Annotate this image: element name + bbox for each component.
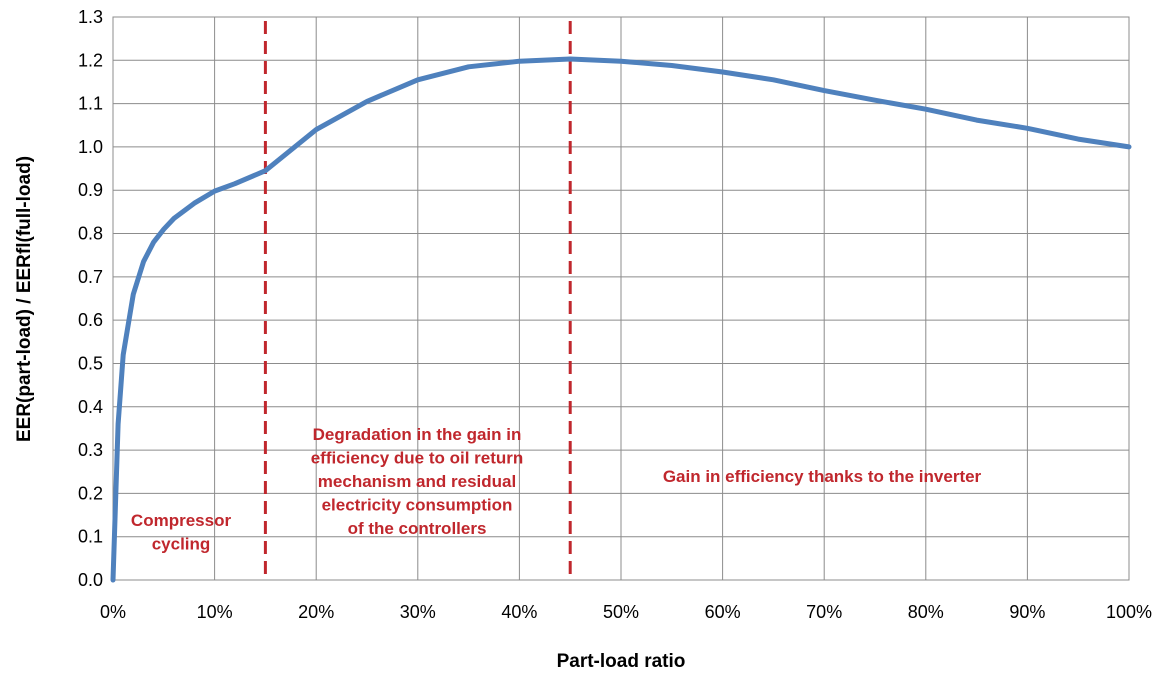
y-tick-label: 1.1 — [78, 94, 103, 114]
series — [110, 56, 1132, 583]
annotation-line: Degradation in the gain in — [313, 425, 522, 444]
y-tick-label: 0.9 — [78, 180, 103, 200]
x-tick-label: 70% — [806, 602, 842, 622]
y-tick-label: 0.2 — [78, 483, 103, 503]
y-tick-label: 0.4 — [78, 397, 103, 417]
x-axis-label: Part-load ratio — [557, 651, 686, 672]
x-axis-ticks: 0% 10% 20% 30% 40% 50% 60% 70% 80% 90% 100% — [100, 602, 1152, 622]
y-tick-label: 0.7 — [78, 267, 103, 287]
annotation-line: Compressor — [131, 511, 232, 530]
x-tick-label: 10% — [197, 602, 233, 622]
y-tick-label: 0.5 — [78, 353, 103, 373]
y-tick-label: 0.6 — [78, 310, 103, 330]
annotation-label: Compressor cycling — [131, 511, 232, 554]
y-tick-label: 1.3 — [78, 7, 103, 27]
y-tick-label: 0.3 — [78, 440, 103, 460]
y-tick-label: 0.8 — [78, 224, 103, 244]
x-tick-label: 20% — [298, 602, 334, 622]
annotation-line: electricity consumption — [322, 496, 513, 515]
plot-frame — [112, 16, 1130, 581]
x-tick-label: 100% — [1106, 602, 1152, 622]
y-tick-label: 0.1 — [78, 527, 103, 547]
annotation-label: Degradation in the gain in efficiency due… — [311, 425, 524, 538]
y-tick-label: 1.2 — [78, 50, 103, 70]
annotation-line: of the controllers — [348, 519, 487, 538]
x-tick-label: 60% — [705, 602, 741, 622]
x-tick-label: 80% — [908, 602, 944, 622]
y-tick-label: 1.0 — [78, 137, 103, 157]
annotation-line: Gain in efficiency thanks to the inverte… — [663, 467, 982, 486]
x-tick-label: 30% — [400, 602, 436, 622]
annotations: Compressor cycling Degradation in the gain… — [131, 425, 982, 554]
annotation-line: cycling — [152, 535, 211, 554]
x-tick-label: 50% — [603, 602, 639, 622]
y-tick-label: 0.0 — [78, 570, 103, 590]
x-tick-label: 0% — [100, 602, 126, 622]
region-dividers — [263, 21, 572, 580]
annotation-line: efficiency due to oil return — [311, 449, 524, 468]
x-tick-label: 90% — [1009, 602, 1045, 622]
y-axis-label: EER(part-load) / EERfl(full-load) — [14, 156, 35, 442]
annotation-line: mechanism and residual — [318, 472, 516, 491]
y-axis-ticks: 0.0 0.1 0.2 0.3 0.4 0.5 0.6 0.7 0.8 0.9 1.0 1.1 1.2 1… — [78, 7, 103, 590]
x-tick-label: 40% — [501, 602, 537, 622]
annotation-label: Gain in efficiency thanks to the inverte… — [663, 467, 982, 486]
